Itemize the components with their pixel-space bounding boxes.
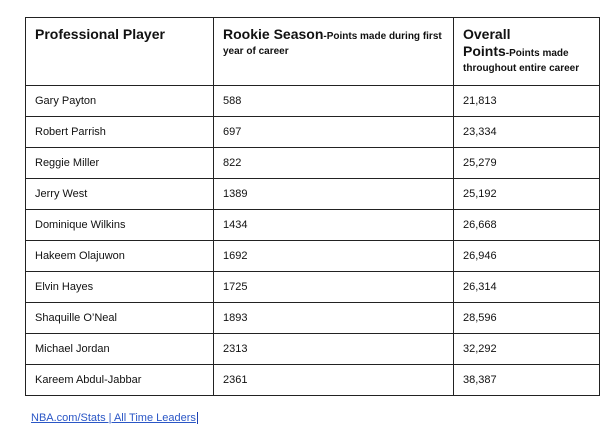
table-row: Jerry West 1389 25,192 bbox=[25, 178, 600, 210]
header-rookie-label: Rookie Season bbox=[223, 26, 324, 42]
cell-player: Dominique Wilkins bbox=[25, 209, 214, 241]
cell-rookie-points: 588 bbox=[213, 85, 454, 117]
table-row: Shaquille O’Neal 1893 28,596 bbox=[25, 302, 600, 334]
header-overall-label-2: Points bbox=[463, 43, 506, 59]
header-player: Professional Player bbox=[25, 17, 214, 86]
cell-rookie-points: 2361 bbox=[213, 364, 454, 396]
table-row: Elvin Hayes 1725 26,314 bbox=[25, 271, 600, 303]
header-rookie-detail: -Points made during first year of career bbox=[223, 31, 442, 57]
cell-rookie-points: 1692 bbox=[213, 240, 454, 272]
table-row: Dominique Wilkins 1434 26,668 bbox=[25, 209, 600, 241]
cell-overall-points: 25,192 bbox=[453, 178, 600, 210]
player-points-table: Professional Player Rookie Season-Points… bbox=[25, 17, 600, 396]
header-overall-detail: -Points made throughout entire career bbox=[463, 48, 580, 74]
cell-player: Michael Jordan bbox=[25, 333, 214, 365]
table-row: Hakeem Olajuwon 1692 26,946 bbox=[25, 240, 600, 272]
cell-rookie-points: 1725 bbox=[213, 271, 454, 303]
cell-player: Shaquille O’Neal bbox=[25, 302, 214, 334]
cell-rookie-points: 697 bbox=[213, 116, 454, 148]
cell-overall-points: 26,314 bbox=[453, 271, 600, 303]
header-player-label: Professional Player bbox=[35, 26, 165, 42]
cell-rookie-points: 1893 bbox=[213, 302, 454, 334]
cell-overall-points: 38,387 bbox=[453, 364, 600, 396]
cell-overall-points: 28,596 bbox=[453, 302, 600, 334]
cell-player: Hakeem Olajuwon bbox=[25, 240, 214, 272]
table-row: Robert Parrish 697 23,334 bbox=[25, 116, 600, 148]
cell-player: Jerry West bbox=[25, 178, 214, 210]
table-row: Gary Payton 588 21,813 bbox=[25, 85, 600, 117]
cell-overall-points: 26,668 bbox=[453, 209, 600, 241]
source-link[interactable]: NBA.com/Stats | All Time Leaders bbox=[31, 412, 198, 424]
cell-overall-points: 23,334 bbox=[453, 116, 600, 148]
cell-overall-points: 32,292 bbox=[453, 333, 600, 365]
header-rookie: Rookie Season-Points made during first y… bbox=[213, 17, 454, 86]
header-overall: Overall Points-Points made throughout en… bbox=[453, 17, 600, 86]
cell-overall-points: 21,813 bbox=[453, 85, 600, 117]
cell-player: Kareem Abdul-Jabbar bbox=[25, 364, 214, 396]
cell-rookie-points: 2313 bbox=[213, 333, 454, 365]
table-row: Kareem Abdul-Jabbar 2361 38,387 bbox=[25, 364, 600, 396]
cell-player: Reggie Miller bbox=[25, 147, 214, 179]
cell-player: Robert Parrish bbox=[25, 116, 214, 148]
cell-rookie-points: 1389 bbox=[213, 178, 454, 210]
header-overall-label: Overall bbox=[463, 26, 511, 42]
table-header-row: Professional Player Rookie Season-Points… bbox=[25, 17, 600, 86]
cell-overall-points: 25,279 bbox=[453, 147, 600, 179]
cell-rookie-points: 822 bbox=[213, 147, 454, 179]
cell-player: Elvin Hayes bbox=[25, 271, 214, 303]
table-row: Michael Jordan 2313 32,292 bbox=[25, 333, 600, 365]
table-row: Reggie Miller 822 25,279 bbox=[25, 147, 600, 179]
cell-rookie-points: 1434 bbox=[213, 209, 454, 241]
cell-player: Gary Payton bbox=[25, 85, 214, 117]
cell-overall-points: 26,946 bbox=[453, 240, 600, 272]
